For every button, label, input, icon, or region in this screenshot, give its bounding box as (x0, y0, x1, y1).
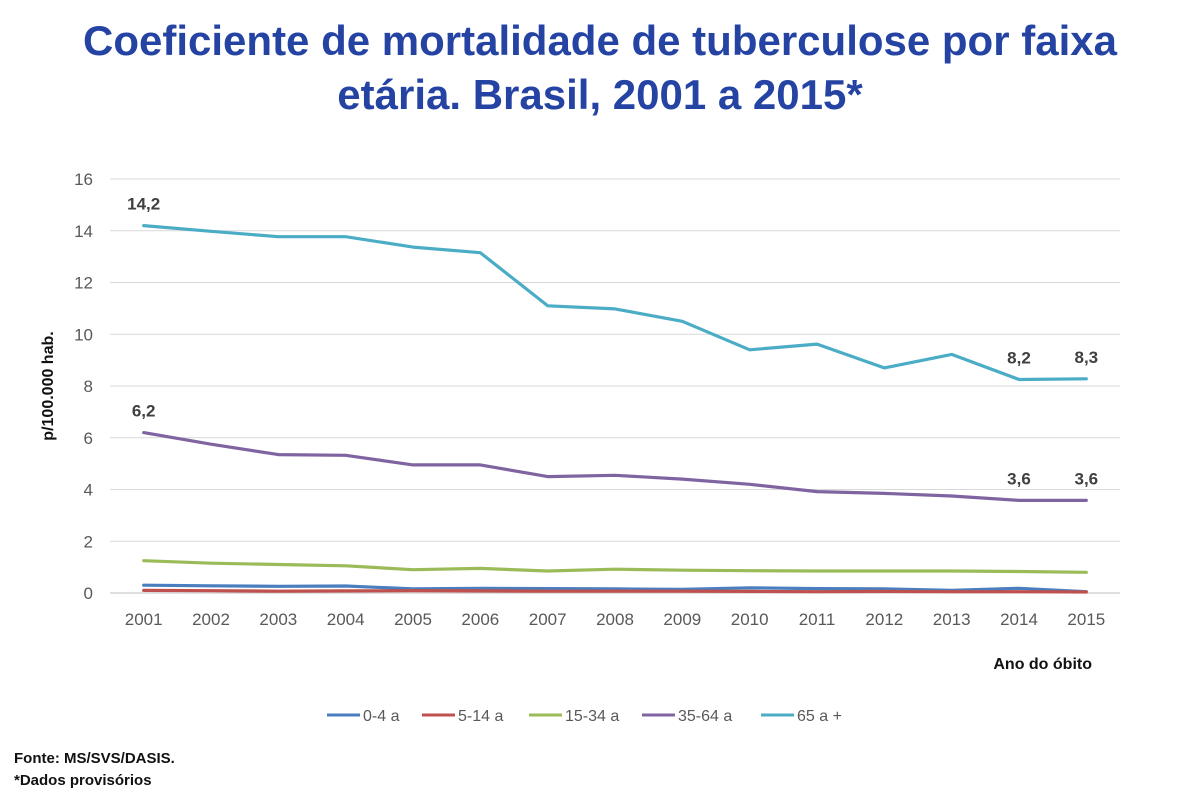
source-note: Fonte: MS/SVS/DASIS. (14, 750, 175, 767)
provisional-note: *Dados provisórios (14, 772, 152, 789)
y-tick-label: 12 (74, 274, 93, 293)
chart-title-line-1: Coeficiente de mortalidade de tuberculos… (83, 17, 1117, 64)
x-tick-label: 2006 (461, 610, 499, 629)
x-tick-label: 2008 (596, 610, 634, 629)
x-tick-label: 2005 (394, 610, 432, 629)
chart-title: Coeficiente de mortalidade de tuberculos… (0, 14, 1200, 122)
series-line-15-34-a (142, 559, 1088, 574)
x-tick-label: 2001 (125, 610, 163, 629)
data-label: 3,6 (1075, 469, 1099, 488)
footer: Fonte: MS/SVS/DASIS. *Dados provisórios (14, 748, 175, 792)
series-line-65-a (142, 224, 1088, 382)
chart-title-line-2: etária. Brasil, 2001 a 2015* (337, 71, 863, 118)
x-tick-label: 2011 (799, 610, 836, 629)
x-tick-label: 2012 (865, 610, 903, 629)
y-tick-label: 4 (84, 481, 93, 500)
x-tick-label: 2007 (529, 610, 567, 629)
series-line-0-4-a (142, 583, 1088, 594)
x-tick-label: 2002 (192, 610, 230, 629)
y-tick-label: 8 (84, 377, 93, 396)
x-tick-label: 2015 (1067, 610, 1105, 629)
x-tick-label: 2010 (731, 610, 769, 629)
x-tick-label: 2003 (259, 610, 297, 629)
y-tick-label: 2 (84, 532, 93, 551)
data-label: 14,2 (127, 195, 160, 214)
x-tick-label: 2004 (327, 610, 365, 629)
y-tick-label: 0 (84, 584, 93, 603)
data-label: 8,2 (1007, 349, 1031, 368)
legend-label: 15-34 a (565, 708, 619, 725)
y-tick-label: 16 (74, 170, 93, 189)
y-tick-label: 14 (74, 222, 93, 241)
legend-label: 65 a + (797, 708, 842, 725)
series-line-35-64-a (142, 431, 1088, 502)
data-label: 8,3 (1075, 348, 1099, 367)
data-label: 6,2 (132, 402, 156, 421)
data-label: 3,6 (1007, 469, 1031, 488)
legend-label: 35-64 a (678, 708, 732, 725)
x-tick-label: 2009 (663, 610, 701, 629)
series-line-5-14-a (142, 588, 1088, 594)
legend-label: 0-4 a (363, 708, 400, 725)
x-tick-label: 2014 (1000, 610, 1038, 629)
y-axis-label: p/100.000 hab. (40, 331, 57, 440)
x-axis-label: Ano do óbito (993, 656, 1092, 673)
x-tick-label: 2013 (933, 610, 971, 629)
y-tick-label: 10 (74, 325, 93, 344)
y-tick-label: 6 (84, 429, 93, 448)
legend-label: 5-14 a (458, 708, 503, 725)
